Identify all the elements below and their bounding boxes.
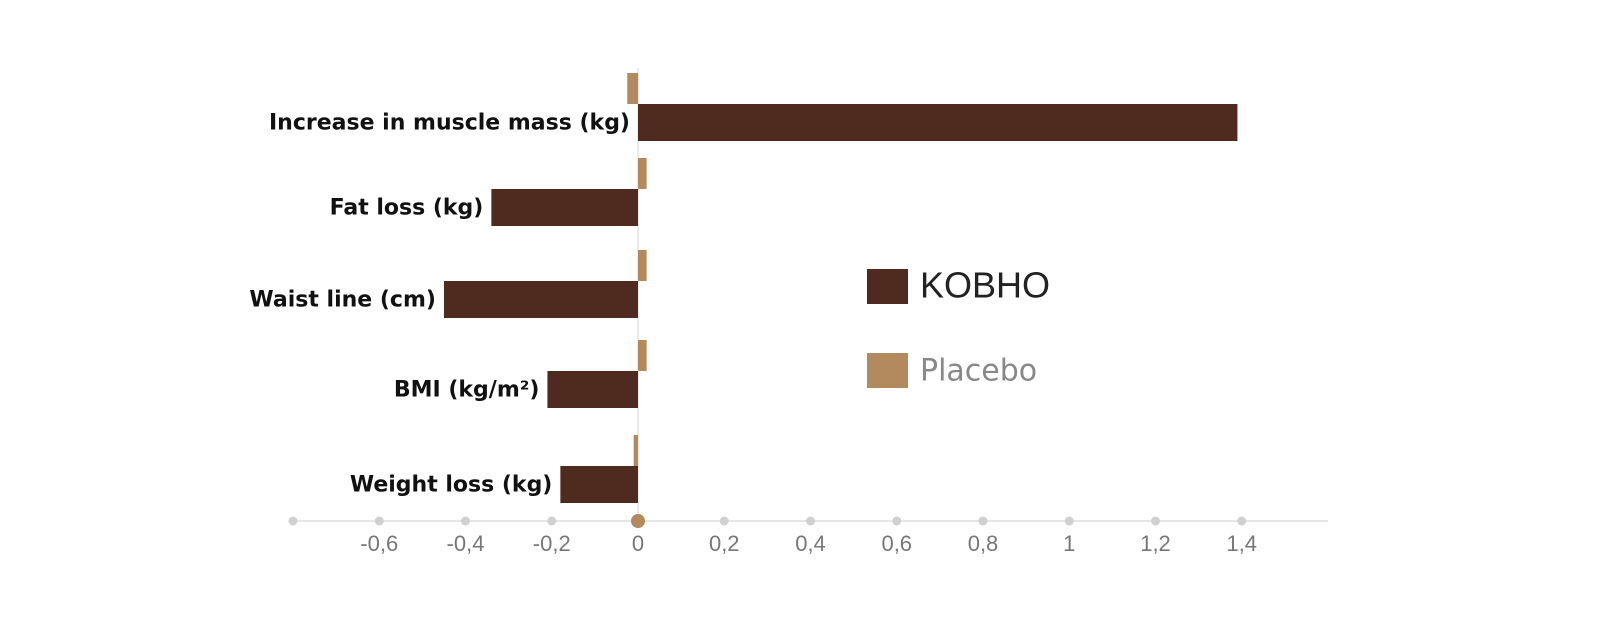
- legend-swatch: [867, 269, 908, 304]
- kobho-bar: [560, 466, 638, 503]
- tick-dot: [719, 516, 729, 526]
- category-label: Fat loss (kg): [330, 196, 484, 221]
- kobho-bar: [638, 104, 1238, 141]
- tick-dot: [631, 514, 645, 528]
- tick-dot: [978, 516, 988, 526]
- category-label: BMI (kg/m²): [394, 378, 540, 403]
- category-label: Increase in muscle mass (kg): [269, 111, 630, 136]
- x-tick-label: -0,2: [533, 531, 571, 556]
- kobho-bar: [491, 189, 638, 226]
- tick-dot: [892, 516, 902, 526]
- category-label: Weight loss (kg): [350, 473, 553, 498]
- x-tick-label: 0,4: [795, 531, 826, 556]
- kobho-bar: [443, 281, 638, 318]
- tick-dot: [547, 516, 557, 526]
- placebo-bar: [638, 158, 647, 189]
- x-tick-label: 1,4: [1226, 531, 1257, 556]
- x-tick-label: -0,4: [447, 531, 485, 556]
- x-tick-label: 0: [632, 531, 644, 556]
- placebo-bar: [627, 73, 638, 104]
- axis-start-dot: [288, 516, 298, 526]
- x-tick-label: 1: [1063, 531, 1075, 556]
- x-tick-label: 0,6: [881, 531, 912, 556]
- x-tick-label: -0,6: [360, 531, 398, 556]
- placebo-bar: [633, 435, 638, 466]
- placebo-bar: [638, 250, 647, 281]
- placebo-bar: [638, 340, 647, 371]
- tick-dot: [461, 516, 470, 526]
- tick-dot: [1151, 516, 1160, 526]
- tick-dot: [1237, 516, 1247, 526]
- x-tick-label: 0,8: [968, 531, 999, 556]
- kobho-bar: [547, 371, 638, 408]
- legend-swatch: [867, 353, 908, 388]
- legend-label: KOBHO: [920, 265, 1050, 306]
- tick-dot: [1064, 516, 1074, 526]
- category-label: Waist line (cm): [249, 288, 436, 313]
- x-tick-label: 1,2: [1140, 531, 1171, 556]
- tick-dot: [374, 516, 384, 526]
- tick-dot: [806, 516, 815, 526]
- x-tick-label: 0,2: [709, 531, 740, 556]
- legend-label: Placebo: [920, 354, 1037, 389]
